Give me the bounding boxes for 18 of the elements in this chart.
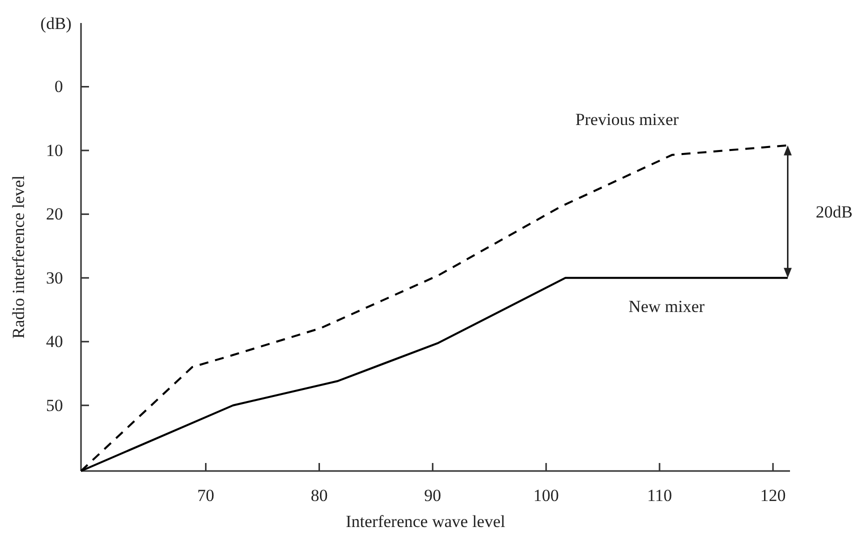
x-tick-label: 70 [197, 486, 214, 506]
y-tick-label: 40 [46, 332, 63, 352]
series-label: Previous mixer [575, 110, 680, 129]
series-label: New mixer [628, 296, 705, 316]
y-tick-label: 50 [46, 396, 63, 415]
x-tick-label: 80 [310, 486, 328, 506]
x-axis-title: Interference wave level [346, 512, 506, 531]
x-tick-label: 110 [647, 486, 672, 506]
y-axis-title: Radio interference level [9, 175, 28, 339]
text: 20dB [816, 202, 853, 222]
y-tick-label: 10 [46, 140, 63, 160]
x-tick-label: 100 [533, 486, 559, 506]
x-tick-label: 90 [424, 486, 442, 506]
y-tick-label: 0 [54, 77, 63, 96]
y-tick-label: 20 [46, 204, 63, 224]
text: (dB) [40, 14, 72, 33]
y-tick-label: 30 [46, 268, 63, 288]
x-tick-label: 120 [760, 486, 786, 506]
